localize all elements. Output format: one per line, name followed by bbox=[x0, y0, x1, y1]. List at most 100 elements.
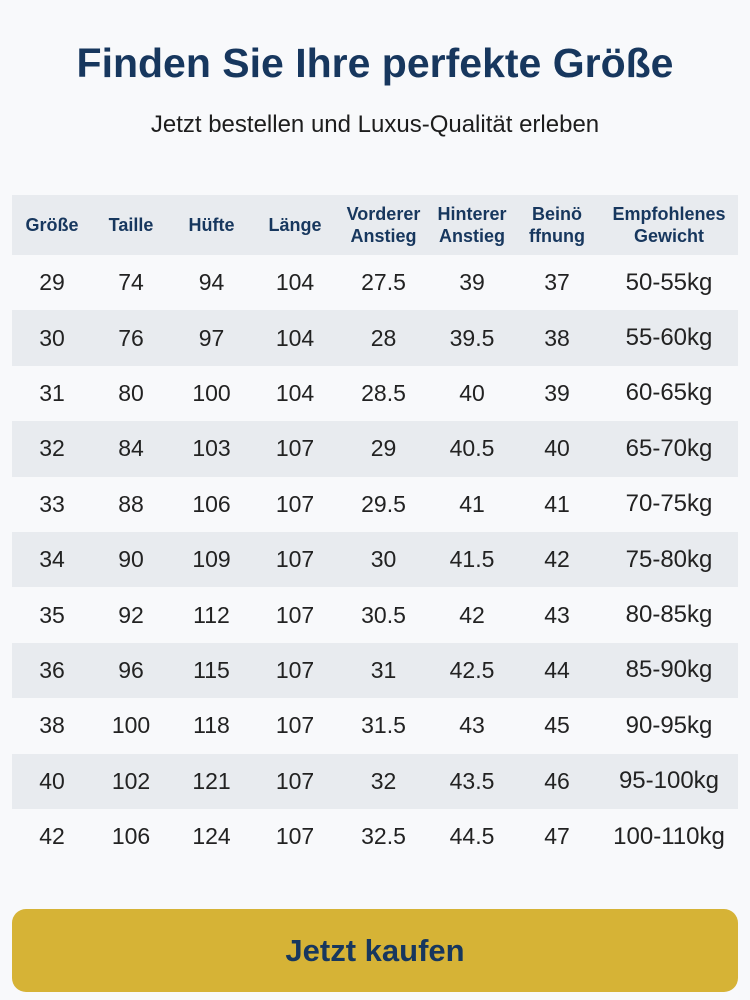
table-cell: 50-55kg bbox=[625, 268, 713, 296]
table-cell: 84 bbox=[92, 421, 170, 477]
table-cell: 42 bbox=[514, 531, 600, 588]
header-line: Anstieg bbox=[438, 226, 505, 246]
table-cell: 42 bbox=[459, 601, 485, 628]
table-cell: 40 bbox=[459, 379, 485, 406]
table-cell: 34 bbox=[12, 531, 92, 588]
table-row: 30 76 97 104 28 39.5 38 55-60kg bbox=[12, 310, 738, 366]
header-line: Anstieg bbox=[350, 226, 417, 246]
table-cell: 32 bbox=[12, 421, 92, 477]
table-row: 40 102 121 107 32 43.5 46 95-100kg bbox=[12, 753, 738, 809]
table-cell: 80-85kg bbox=[625, 601, 713, 629]
table-cell: 40 bbox=[12, 753, 92, 809]
table-row: 33 88 106 107 29.5 41 41 70-75kg bbox=[12, 477, 738, 532]
table-cell: 106 bbox=[192, 490, 231, 517]
table-cell: 28.5 bbox=[361, 379, 406, 406]
column-header: Beinö ffnung bbox=[514, 195, 600, 255]
table-cell: 107 bbox=[253, 531, 337, 588]
table-cell: 107 bbox=[275, 712, 315, 739]
table-cell: 107 bbox=[253, 421, 337, 477]
table-cell: 29.5 bbox=[361, 490, 406, 517]
table-cell: 85-90kg bbox=[600, 642, 738, 699]
table-cell: 121 bbox=[170, 753, 253, 809]
table-cell: 43 bbox=[544, 601, 570, 628]
table-cell: 27.5 bbox=[361, 269, 406, 296]
header-line: Gewicht bbox=[633, 226, 704, 246]
table-cell: 37 bbox=[544, 269, 570, 296]
table-cell: 109 bbox=[170, 531, 253, 588]
table-cell: 35 bbox=[39, 601, 65, 628]
table-cell: 115 bbox=[170, 642, 253, 699]
table-cell: 107 bbox=[275, 601, 315, 628]
table-cell: 30 bbox=[337, 531, 430, 588]
table-cell: 96 bbox=[92, 642, 170, 699]
header-line: Hüfte bbox=[188, 215, 235, 235]
table-head: Größe Taille Hüfte Länge Vorderer Anstieg Hint… bbox=[12, 195, 738, 255]
table-cell: 107 bbox=[275, 490, 315, 517]
table-cell: 46 bbox=[514, 753, 600, 809]
table-row: 29 74 94 104 27.5 39 37 50-55kg bbox=[12, 255, 738, 310]
header-line: Größe bbox=[25, 215, 79, 235]
table-cell: 60-65kg bbox=[625, 379, 713, 407]
header-line: Länge bbox=[268, 215, 322, 235]
table-cell: 31.5 bbox=[361, 712, 406, 739]
header-line: Beinö bbox=[531, 204, 582, 224]
table-cell: 38 bbox=[514, 310, 600, 366]
table-cell: 41.5 bbox=[430, 531, 514, 588]
table-cell: 45 bbox=[544, 712, 570, 739]
table-row: 38 100 118 107 31.5 43 45 90-95kg bbox=[12, 698, 738, 753]
table-cell: 112 bbox=[193, 601, 230, 628]
table-cell: 40.5 bbox=[430, 421, 514, 477]
table-cell: 47 bbox=[544, 823, 570, 850]
table-cell: 74 bbox=[118, 269, 144, 296]
subtitle: Jetzt bestellen und Luxus-Qualität erleb… bbox=[150, 111, 600, 138]
header-row: Größe Taille Hüfte Länge Vorderer Anstieg Hint… bbox=[12, 195, 738, 255]
table-cell: 29 bbox=[337, 421, 430, 477]
column-header: Taille bbox=[92, 195, 170, 255]
table-row: 31 80 100 104 28.5 40 39 60-65kg bbox=[12, 366, 738, 421]
table-body: 29 74 94 104 27.5 39 37 50-55kg 30 76 97 104 28 39.5 3… bbox=[12, 255, 738, 864]
table-row: 35 92 112 107 30.5 42 43 80-85kg bbox=[12, 587, 738, 642]
table-cell: 107 bbox=[253, 642, 337, 699]
table-cell: 38 bbox=[39, 712, 65, 739]
table-cell: 44 bbox=[514, 642, 600, 699]
table-cell: 80 bbox=[118, 379, 144, 406]
table-cell: 42 bbox=[39, 823, 65, 850]
table-cell: 90-95kg bbox=[625, 711, 713, 739]
column-header: Größe bbox=[12, 195, 92, 255]
table-cell: 107 bbox=[275, 823, 315, 850]
table-cell: 65-70kg bbox=[600, 421, 738, 477]
column-header: Hinterer Anstieg bbox=[430, 195, 514, 255]
title: Finden Sie Ihre perfekte Größe bbox=[76, 40, 674, 86]
table-row: 32 84 103 107 29 40.5 40 65-70kg bbox=[12, 421, 738, 477]
column-header: Empfohlenes Gewicht bbox=[600, 195, 738, 255]
table-cell: 76 bbox=[92, 310, 170, 366]
table-cell: 30 bbox=[12, 310, 92, 366]
table-cell: 100-110kg bbox=[613, 822, 725, 850]
table-cell: 31 bbox=[337, 642, 430, 699]
table-cell: 42.5 bbox=[430, 642, 514, 699]
table-cell: 39 bbox=[459, 269, 485, 296]
table-cell: 31 bbox=[39, 379, 65, 406]
table-cell: 70-75kg bbox=[625, 490, 713, 518]
table-cell: 41 bbox=[544, 490, 570, 517]
table-cell: 104 bbox=[253, 310, 337, 366]
table-cell: 107 bbox=[253, 753, 337, 809]
buy-button[interactable]: Jetzt kaufen bbox=[12, 909, 738, 992]
table-cell: 95-100kg bbox=[600, 753, 738, 809]
table-cell: 104 bbox=[275, 379, 315, 406]
header-line: Empfohlenes bbox=[612, 204, 726, 224]
table-cell: 40 bbox=[514, 421, 600, 477]
table-cell: 75-80kg bbox=[600, 531, 738, 588]
column-header: Vorderer Anstieg bbox=[337, 195, 430, 255]
size-table: Größe Taille Hüfte Länge Vorderer Anstieg Hint… bbox=[12, 195, 738, 864]
table-cell: 90 bbox=[92, 531, 170, 588]
table-cell: 39.5 bbox=[430, 310, 514, 366]
table-cell: 104 bbox=[275, 269, 315, 296]
table-cell: 43 bbox=[459, 712, 485, 739]
table-cell: 102 bbox=[92, 753, 170, 809]
table-cell: 32.5 bbox=[361, 823, 406, 850]
table-cell: 118 bbox=[193, 712, 230, 739]
header-line: ffnung bbox=[529, 226, 585, 246]
